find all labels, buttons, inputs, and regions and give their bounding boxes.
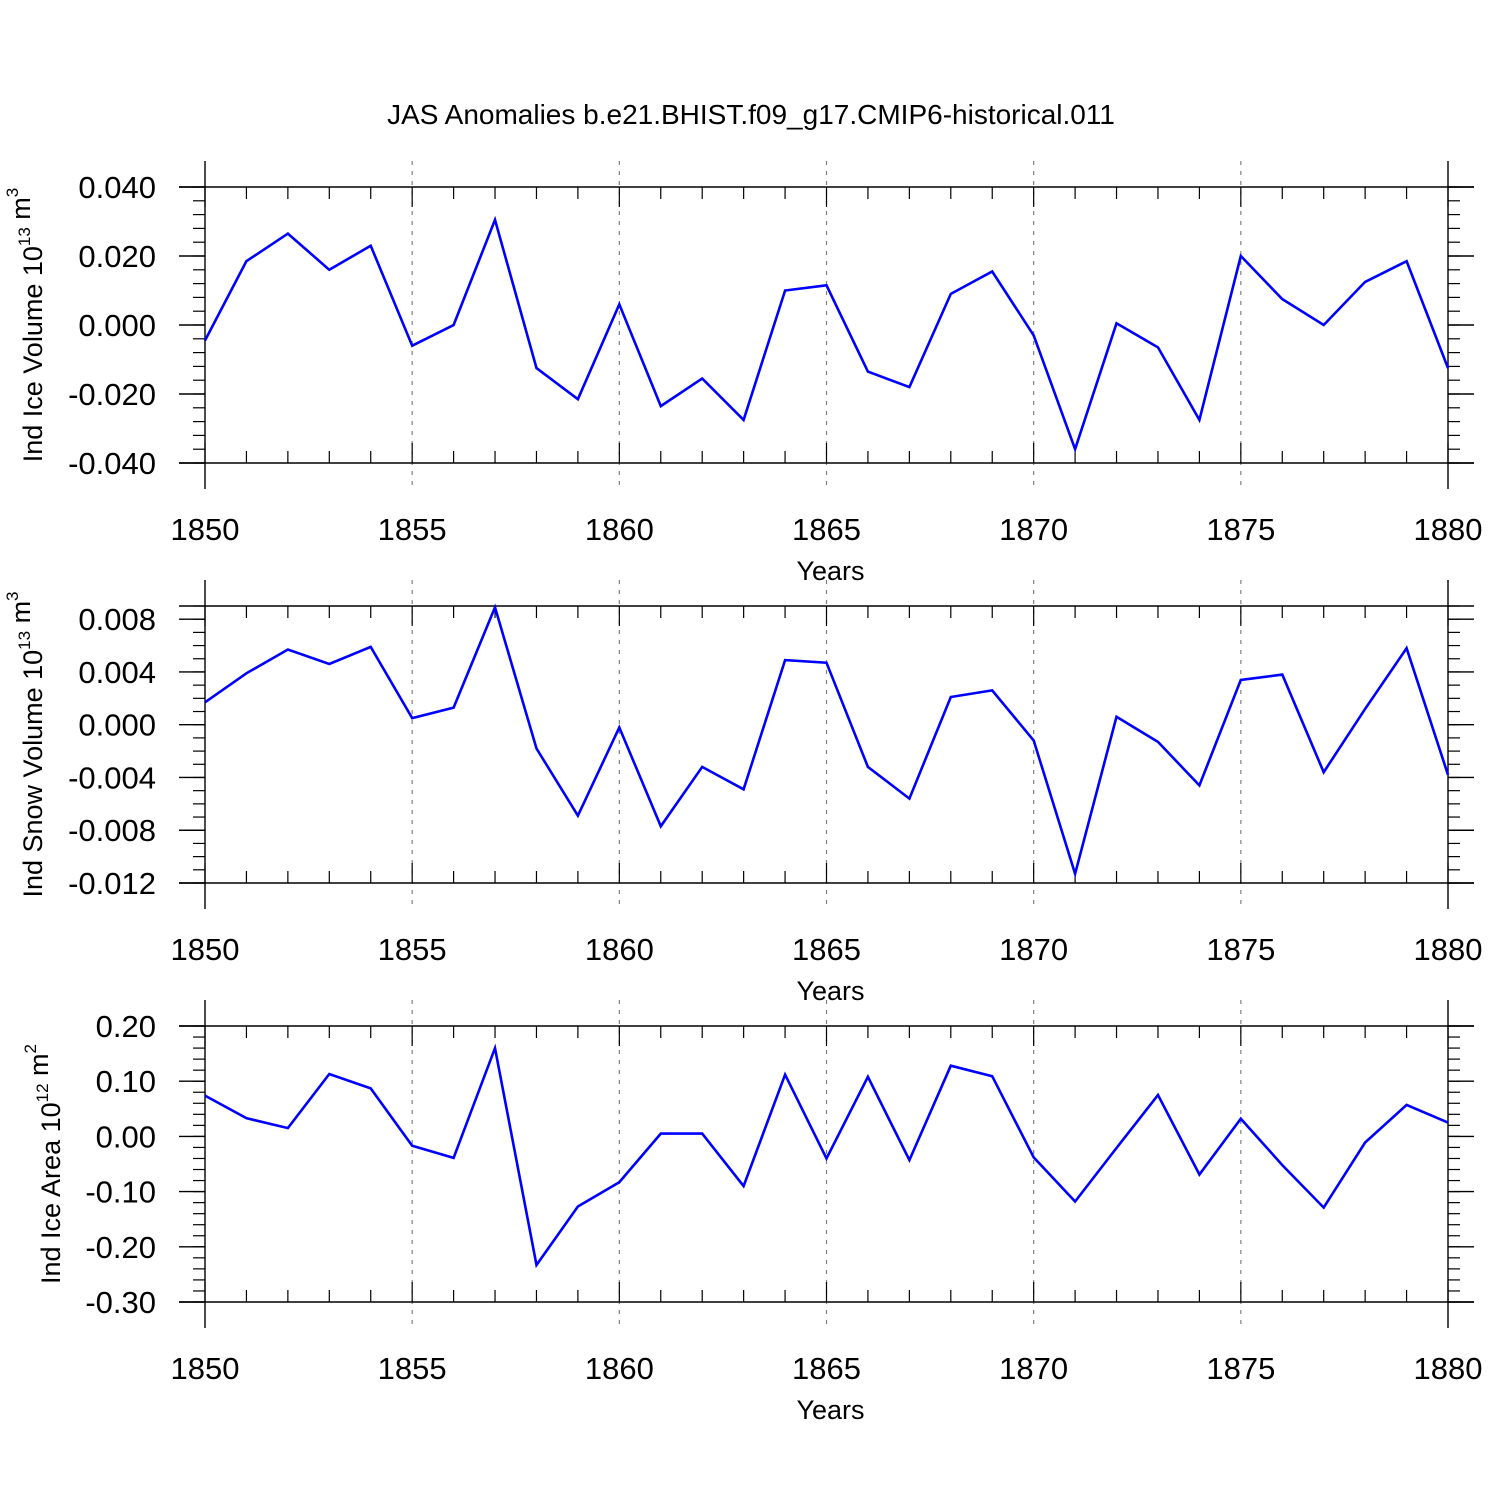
panel-2-y-tick-label: 0.000 — [78, 708, 156, 743]
panel-1-x-tick-label: 1850 — [171, 512, 240, 547]
panel-3-y-tick-label: -0.20 — [85, 1230, 156, 1265]
panel-3-x-tick-label: 1875 — [1206, 1351, 1275, 1386]
panel-1-y-tick-label: 0.000 — [78, 308, 156, 343]
panel-3-x-tick-label: 1860 — [585, 1351, 654, 1386]
panel-3-y-axis-label: Ind Ice Area 1012 m2 — [21, 1044, 66, 1284]
panel-3-y-tick-label: 0.00 — [96, 1119, 156, 1154]
panel-1-x-tick-label: 1855 — [378, 512, 447, 547]
panel-3-y-tick-label: 0.10 — [96, 1064, 156, 1099]
panel-3-series-line — [204, 1043, 1449, 1269]
panel-2-y-tick-label: -0.012 — [68, 866, 156, 901]
panels: 0.040 0.020 0.000 -0.020 -0.040 1850 1855 1860 1… — [3, 161, 1482, 1425]
panel-1-x-tick-label: 1875 — [1206, 512, 1275, 547]
panel-3-x-tick-label: 1865 — [792, 1351, 861, 1386]
panel-2-x-tick-label: 1850 — [171, 932, 240, 967]
panel-3-y-tick-label: -0.10 — [85, 1175, 156, 1210]
panel-2-x-tick-label: 1865 — [792, 932, 861, 967]
panel-2-x-tick-label: 1880 — [1414, 932, 1483, 967]
panel-2: 0.008 0.004 0.000 -0.004 -0.008 -0.012 1850 185… — [3, 580, 1482, 1006]
panel-3-x-axis-label: Years — [796, 1395, 864, 1425]
panel-1-x-tick-label: 1880 — [1414, 512, 1483, 547]
panel-1-y-tick-label: 0.020 — [78, 239, 156, 274]
panel-3-x-tick-label: 1855 — [378, 1351, 447, 1386]
panel-2-y-tick-label: -0.004 — [68, 760, 156, 795]
panel-1-y-axis-label: Ind Ice Volume 1013 m3 — [3, 188, 48, 463]
panel-1-series-line — [203, 215, 1450, 454]
panel-1-x-axis-label: Years — [796, 556, 864, 586]
panel-2-y-tick-label: -0.008 — [68, 813, 156, 848]
panel-2-x-axis-label: Years — [796, 976, 864, 1006]
panel-2-x-tick-label: 1875 — [1206, 932, 1275, 967]
panel-2-y-tick-label: 0.004 — [78, 655, 156, 690]
panel-3-y-tick-label: -0.30 — [85, 1285, 156, 1320]
panel-2-y-axis-label: Ind Snow Volume 1013 m3 — [3, 591, 48, 897]
panel-1-x-tick-label: 1860 — [585, 512, 654, 547]
panel-3-x-tick-label: 1880 — [1414, 1351, 1483, 1386]
panel-1-y-tick-label: -0.020 — [68, 377, 156, 412]
panel-1-x-tick-label: 1870 — [999, 512, 1068, 547]
panel-1: 0.040 0.020 0.000 -0.020 -0.040 1850 1855 1860 1… — [3, 161, 1482, 586]
panel-2-x-tick-label: 1860 — [585, 932, 654, 967]
panel-2-y-tick-label: 0.008 — [78, 602, 156, 637]
panel-1-y-tick-label: 0.040 — [78, 170, 156, 205]
panel-2-series-line — [204, 603, 1450, 879]
panel-3-x-tick-label: 1870 — [999, 1351, 1068, 1386]
panel-1-x-tick-label: 1865 — [792, 512, 861, 547]
panel-2-x-tick-label: 1855 — [378, 932, 447, 967]
panel-3-x-tick-label: 1850 — [171, 1351, 240, 1386]
panel-1-y-tick-label: -0.040 — [68, 446, 156, 481]
figure-title: JAS Anomalies b.e21.BHIST.f09_g17.CMIP6-… — [387, 99, 1115, 130]
panel-3-y-tick-label: 0.20 — [96, 1009, 156, 1044]
panel-2-x-tick-label: 1870 — [999, 932, 1068, 967]
panel-3: 0.20 0.10 0.00 -0.10 -0.20 -0.30 1850 1855 1860 1… — [21, 1000, 1482, 1425]
